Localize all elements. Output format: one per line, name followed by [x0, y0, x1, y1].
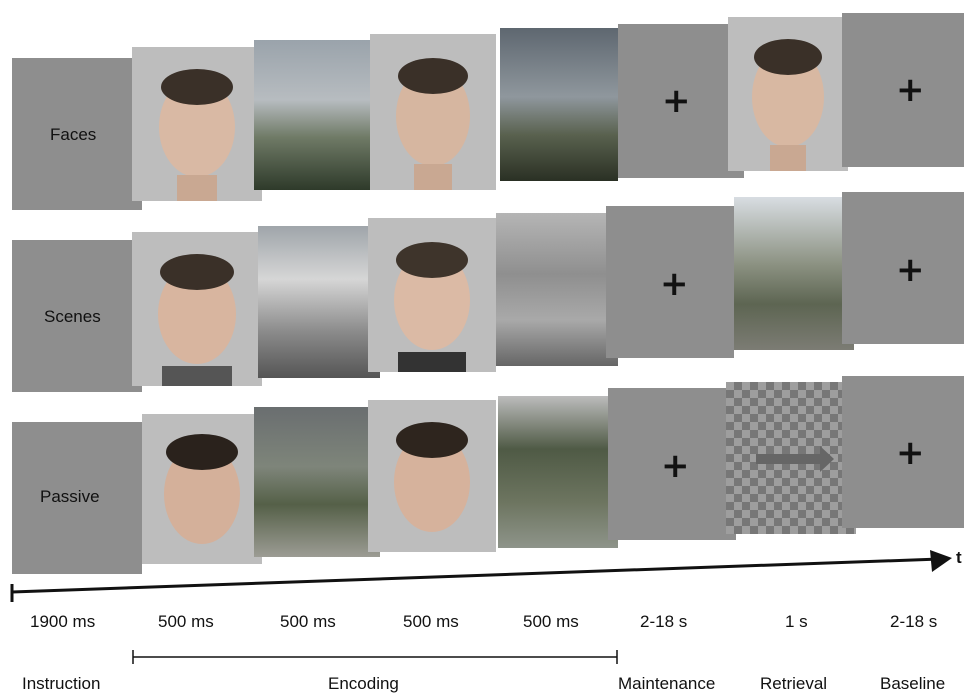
maintenance-screen-faces — [618, 24, 744, 178]
maintenance-screen-scenes — [606, 206, 734, 358]
phase-retrieval: Retrieval — [760, 674, 828, 693]
scene-image — [254, 40, 380, 190]
scene-image — [254, 407, 380, 557]
row-label-passive: Passive — [40, 487, 100, 506]
timing-encoding-3: 500 ms — [403, 612, 459, 631]
instruction-screen-scenes — [12, 240, 142, 392]
time-axis-arrow — [10, 550, 952, 602]
face-image — [370, 34, 496, 190]
timing-encoding-4: 500 ms — [523, 612, 579, 631]
fixation-cross: + — [896, 433, 925, 473]
scene-image — [496, 213, 618, 366]
face-portrait-icon — [752, 39, 824, 171]
fixation-cross: + — [660, 264, 689, 304]
baseline-screen-faces — [842, 13, 964, 167]
phase-maintenance: Maintenance — [618, 674, 716, 693]
phase-instruction: Instruction — [22, 674, 101, 693]
scene-image — [500, 28, 618, 181]
timing-retrieval: 1 s — [785, 612, 808, 631]
timing-instruction: 1900 ms — [30, 612, 96, 631]
scene-image — [498, 396, 618, 548]
face-image — [368, 400, 496, 552]
face-image — [132, 232, 262, 386]
face-image — [142, 414, 262, 564]
instruction-screen-faces — [12, 58, 142, 210]
row-label-scenes: Scenes — [44, 307, 101, 326]
face-portrait-icon — [164, 434, 240, 544]
timing-maintenance: 2-18 s — [640, 612, 688, 631]
arrow-right-icon — [756, 446, 834, 472]
instruction-screen-passive — [12, 422, 142, 574]
phase-encoding: Encoding — [328, 674, 399, 693]
encoding-bracket — [132, 650, 618, 664]
timing-encoding-2: 500 ms — [280, 612, 336, 631]
baseline-screen-passive — [842, 376, 964, 528]
face-portrait-icon — [158, 254, 236, 386]
scene-image-retrieval — [734, 197, 854, 350]
baseline-screen-scenes — [842, 192, 964, 344]
face-portrait-icon — [396, 58, 470, 190]
face-portrait-icon — [159, 69, 235, 201]
face-image — [368, 218, 496, 372]
timing-encoding-1: 500 ms — [158, 612, 214, 631]
fixation-cross: + — [662, 81, 691, 121]
phase-baseline: Baseline — [880, 674, 946, 693]
fixation-cross: + — [896, 250, 925, 290]
face-portrait-icon — [394, 242, 470, 372]
timing-baseline: 2-18 s — [890, 612, 938, 631]
face-image-retrieval — [728, 17, 848, 171]
fixation-cross: + — [661, 446, 690, 486]
time-axis-label: t — [956, 548, 962, 567]
checkerboard-retrieval — [726, 382, 856, 534]
face-image — [132, 47, 262, 201]
face-portrait-icon — [394, 422, 470, 532]
fixation-cross: + — [896, 70, 925, 110]
scene-image — [258, 226, 380, 378]
maintenance-screen-passive — [608, 388, 736, 540]
row-label-faces: Faces — [50, 125, 97, 144]
